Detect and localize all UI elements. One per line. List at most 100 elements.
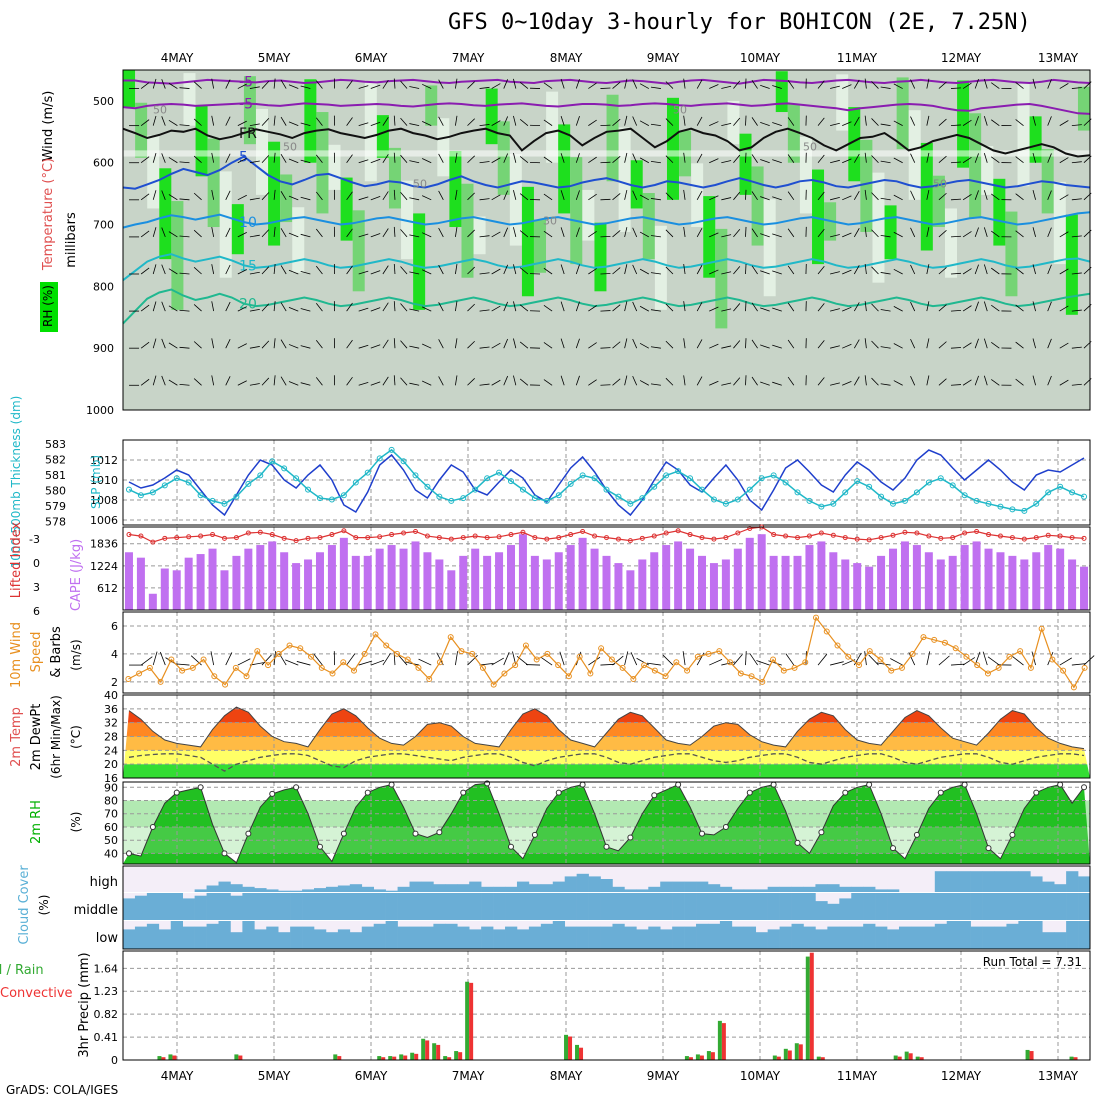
cloud-bar-low: [337, 929, 351, 949]
cloud-bar-high: [588, 876, 601, 892]
wind-barb: [249, 197, 260, 201]
wind10-point: [791, 664, 798, 671]
wind-barb: [455, 78, 458, 89]
wind-barb: [393, 152, 396, 163]
thickness-point: [185, 479, 192, 486]
rh2m-point: [412, 830, 419, 837]
wind-barb: [893, 268, 903, 275]
wind-barb: [991, 230, 1000, 238]
thickness-point: [842, 489, 849, 496]
wind-barb: [237, 232, 247, 238]
date-label-top: 9MAY: [647, 51, 680, 65]
pressure-tick-label: 600: [93, 157, 114, 170]
pressure-axis-label: millibars: [64, 212, 79, 268]
wind10-point: [1081, 664, 1088, 671]
wind10-point: [1038, 625, 1045, 632]
wind-barb: [273, 189, 276, 200]
wind-barb: [962, 194, 972, 201]
cloud-bar-low: [827, 926, 840, 949]
rh-fill-cell: [642, 193, 655, 260]
wind-barb: [926, 152, 930, 163]
lifted-index-point: [771, 532, 777, 538]
cloud-bar-middle: [469, 893, 482, 920]
wind-barb: [787, 154, 795, 163]
wind-barb: [1032, 227, 1036, 238]
wind10-point: [157, 678, 164, 685]
precip-conv-bar: [392, 1056, 397, 1060]
upper-air-frame: [122, 69, 1091, 411]
wind-barb: [346, 302, 353, 312]
wind-barb: [962, 379, 972, 386]
cloud-bar-high: [863, 886, 876, 892]
wind-barb: [1047, 338, 1052, 349]
cape-bar: [960, 545, 969, 610]
wind-barb: [382, 191, 389, 201]
wind-barb: [400, 377, 408, 386]
thickness-point: [531, 495, 538, 502]
rh-fill-cell: [739, 133, 752, 195]
thickness-point: [603, 486, 610, 493]
wind-barb: [161, 116, 166, 126]
wind-barb: [721, 345, 732, 349]
wind-barb: [288, 269, 299, 275]
wind-barb: [983, 78, 988, 89]
wind10-point: [243, 673, 250, 680]
cloud-bar-low: [970, 926, 983, 949]
wind-barb: [288, 232, 299, 238]
wind-barb: [709, 306, 719, 312]
cloud-bar-high: [505, 886, 518, 892]
cloud-bar-middle: [302, 893, 315, 920]
wind-barb: [560, 78, 565, 89]
wind-barb: [733, 80, 741, 89]
wind-barb: [853, 228, 860, 238]
thickness-point: [233, 493, 240, 500]
cloud-bar-high: [624, 889, 637, 892]
wind-barb: [249, 308, 260, 312]
wind-barb: [479, 86, 490, 89]
wind-barb: [503, 375, 509, 386]
wind-barb: [152, 190, 157, 200]
thickness-point: [925, 479, 932, 486]
isotherm-label: 20: [239, 297, 257, 313]
wind-barb: [696, 153, 703, 163]
precip-total-bar: [234, 1054, 239, 1060]
date-label-top: 4MAY: [161, 51, 194, 65]
cloud-bar-high: [743, 889, 757, 892]
cape-frame: [122, 526, 1091, 611]
cape-bar: [793, 555, 802, 610]
wind-barb: [288, 306, 299, 312]
wind-barb: [864, 264, 867, 275]
cloud-bar-high: [600, 879, 613, 892]
cloud-bar-high: [564, 876, 577, 892]
wind-barb: [382, 302, 389, 312]
lifted-index-point: [997, 533, 1003, 539]
wind-barb: [950, 309, 961, 312]
wind10-barb: [962, 657, 976, 666]
wind10-tick-label: 4: [111, 648, 118, 661]
wind-barb: [830, 308, 840, 312]
cloud-bar-low: [1030, 921, 1043, 949]
wind-barb: [491, 231, 501, 238]
wind10-barb: [397, 654, 408, 666]
wind-barb: [760, 159, 770, 164]
rh2m-point: [149, 823, 156, 830]
cape-bar: [435, 559, 444, 610]
thickness-point: [436, 493, 443, 500]
wind-barb: [632, 190, 638, 200]
wind-barb: [624, 375, 628, 386]
cloud-bar-middle: [540, 893, 554, 920]
wind-barb: [938, 118, 947, 126]
cloud-bar-middle: [934, 893, 948, 920]
wind10-barb: [768, 660, 782, 666]
wind10-point: [941, 639, 948, 646]
cloud-bar-high: [1078, 876, 1091, 892]
wind-barb: [772, 270, 782, 275]
thickness-point: [173, 475, 180, 482]
wind-barb: [588, 82, 597, 89]
cloud-bar-low: [779, 926, 792, 949]
wind-barb: [1032, 375, 1036, 386]
cloud-bar-low: [660, 929, 673, 949]
cloud-bar-low: [134, 926, 148, 949]
wind-barb: [600, 347, 611, 349]
cloud-bar-low: [934, 923, 948, 949]
